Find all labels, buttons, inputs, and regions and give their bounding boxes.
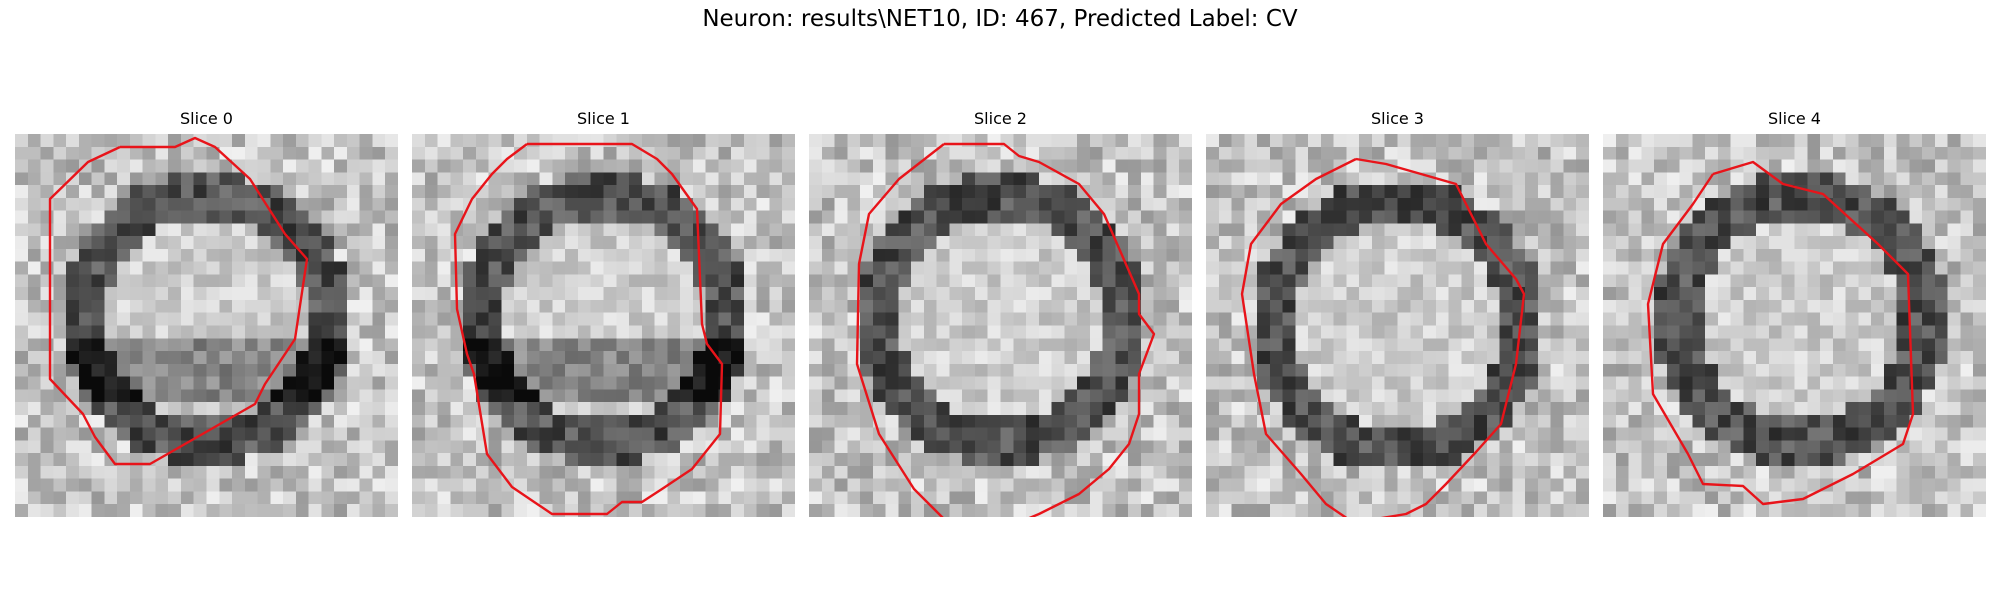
slice-image: [809, 134, 1192, 517]
slice-image: [15, 134, 398, 517]
slice-panel-4: Slice 4: [1603, 109, 1986, 517]
roi-contour: [48, 136, 309, 466]
slice-panel-3: Slice 3: [1206, 109, 1589, 517]
roi-contour: [855, 142, 1156, 517]
slice-title: Slice 1: [577, 109, 630, 128]
roi-contour: [1240, 157, 1526, 517]
roi-contour: [1646, 160, 1915, 506]
slice-title: Slice 2: [974, 109, 1027, 128]
slice-panel-1: Slice 1: [412, 109, 795, 517]
slice-panel-2: Slice 2: [809, 109, 1192, 517]
slice-title: Slice 0: [180, 109, 233, 128]
slice-title: Slice 4: [1768, 109, 1821, 128]
roi-contour: [453, 142, 724, 516]
slice-image: [1206, 134, 1589, 517]
slice-title: Slice 3: [1371, 109, 1424, 128]
figure-title: Neuron: results\NET10, ID: 467, Predicte…: [702, 6, 1298, 32]
slice-image: [1603, 134, 1986, 517]
slice-panel-0: Slice 0: [15, 109, 398, 517]
slice-image: [412, 134, 795, 517]
